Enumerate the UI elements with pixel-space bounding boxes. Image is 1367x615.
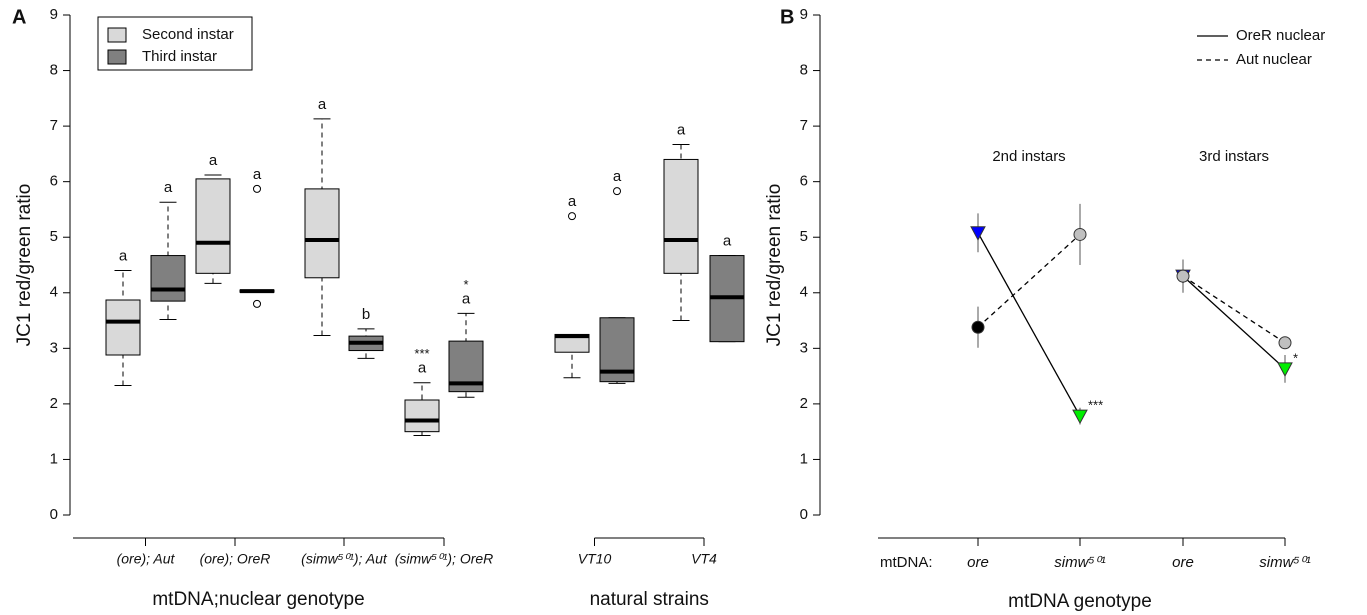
x-tick-label: VT10: [578, 551, 612, 567]
legend-swatch: [107, 49, 127, 65]
box: [195, 178, 231, 274]
y-tick-label: 6: [50, 173, 58, 190]
marker: [971, 320, 985, 334]
series-line: [1182, 275, 1286, 370]
group-label: 2nd instars: [992, 148, 1065, 165]
box: [404, 399, 440, 433]
letter: a: [253, 166, 262, 183]
letter: a: [209, 152, 218, 169]
x-tick-label: VT4: [691, 551, 717, 567]
letter: a: [677, 121, 686, 138]
letter: a: [568, 193, 577, 210]
y-tick-label: 0: [800, 506, 808, 523]
box: [304, 188, 340, 279]
legend-swatch: [107, 27, 127, 43]
y-tick-label: 4: [50, 284, 58, 301]
y-tick-label: 1: [800, 450, 808, 467]
letter: a: [418, 360, 427, 377]
group-label: 3rd instars: [1199, 148, 1269, 165]
marker: [970, 226, 986, 241]
x-tick-label: simw⁵⁰¹: [1054, 554, 1105, 571]
y-tick-label: 3: [800, 339, 808, 356]
marker: [1278, 336, 1292, 350]
legend-label: Third instar: [142, 48, 217, 65]
significance: ***: [414, 346, 429, 361]
outlier: [253, 299, 261, 308]
y-tick-label: 0: [50, 506, 58, 523]
y-tick-label: 8: [50, 62, 58, 79]
outlier: [253, 184, 261, 193]
legend-box: [97, 16, 253, 71]
legend-label: OreR nuclear: [1236, 27, 1325, 44]
letter: a: [613, 168, 622, 185]
marker: [1072, 409, 1088, 425]
significance: ***: [1088, 398, 1103, 413]
panel-label: A: [12, 6, 26, 28]
y-tick-label: 5: [800, 228, 808, 245]
x-axis-label: mtDNA;nuclear genotype: [152, 589, 364, 610]
box: [663, 158, 699, 274]
series-line: [977, 233, 1081, 328]
significance: *: [1293, 350, 1298, 365]
y-axis-label: JC1 red/green ratio: [764, 184, 785, 347]
x-axis-label: natural strains: [590, 589, 709, 610]
significance: *: [463, 277, 468, 292]
x-tick-label: (simw⁵⁰¹); OreR: [395, 551, 494, 567]
marker: [1277, 362, 1293, 377]
x-tick-label: (ore); Aut: [117, 551, 176, 567]
y-tick-label: 2: [800, 395, 808, 412]
outlier: [568, 212, 576, 221]
series-line: [1182, 275, 1286, 344]
y-tick-label: 3: [50, 339, 58, 356]
x-tick-label: ore: [1172, 554, 1194, 571]
y-tick-label: 7: [800, 117, 808, 134]
x-prefix: mtDNA:: [880, 554, 933, 571]
x-tick-label: simw⁵⁰¹: [1259, 554, 1310, 571]
y-tick-label: 2: [50, 395, 58, 412]
y-tick-label: 9: [800, 6, 808, 23]
y-tick-label: 5: [50, 228, 58, 245]
marker: [1176, 269, 1190, 283]
letter: a: [723, 233, 732, 250]
y-tick-label: 1: [50, 450, 58, 467]
x-axis-label: mtDNA genotype: [1008, 591, 1152, 612]
y-tick-label: 8: [800, 62, 808, 79]
y-tick-label: 9: [50, 6, 58, 23]
x-tick-label: (ore); OreR: [200, 551, 271, 567]
x-tick-label: (simw⁵⁰¹); Aut: [301, 551, 388, 567]
panel-label: B: [780, 6, 794, 28]
series-line: [977, 232, 1081, 417]
letter: a: [318, 96, 327, 113]
y-tick-label: 6: [800, 173, 808, 190]
marker: [1073, 227, 1087, 241]
y-axis-label: JC1 red/green ratio: [14, 184, 35, 347]
letter: b: [362, 306, 370, 323]
legend-label: Second instar: [142, 26, 234, 43]
letter: a: [462, 290, 471, 307]
box: [105, 299, 141, 356]
box: [150, 255, 186, 302]
letter: a: [119, 248, 128, 265]
outlier: [613, 187, 621, 196]
x-tick-label: ore: [967, 554, 989, 571]
letter: a: [164, 179, 173, 196]
y-tick-label: 7: [50, 117, 58, 134]
y-tick-label: 4: [800, 284, 808, 301]
legend-label: Aut nuclear: [1236, 51, 1312, 68]
